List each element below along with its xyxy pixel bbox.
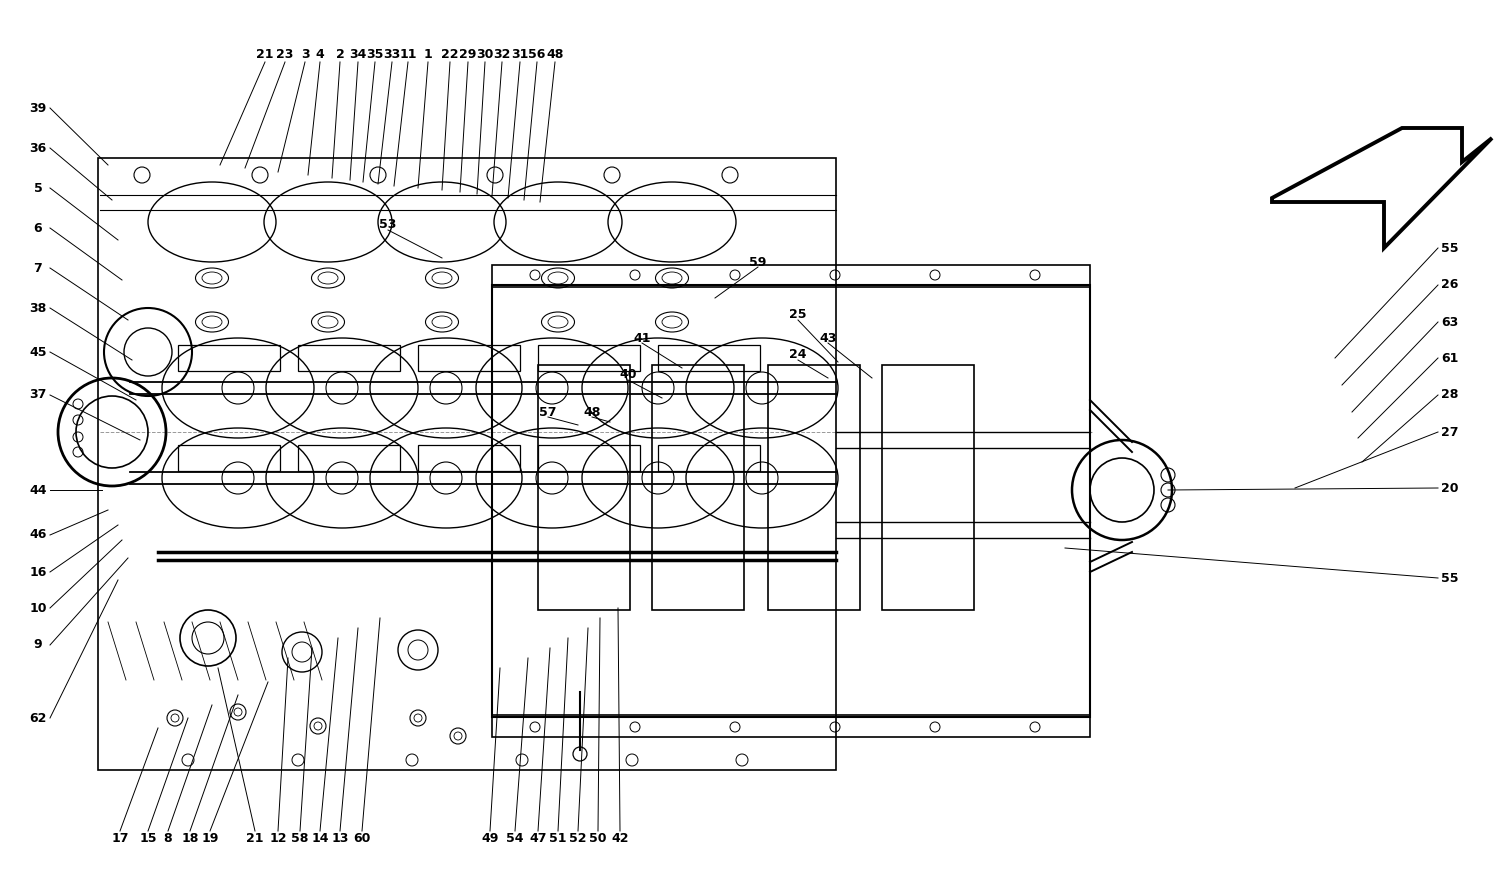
Text: 55: 55 (1442, 571, 1458, 584)
Bar (538, 345, 640, 371)
Bar (98, 158, 836, 770)
Bar (538, 445, 640, 471)
Text: 41: 41 (633, 331, 651, 345)
Bar (882, 365, 974, 610)
Text: 38: 38 (30, 301, 46, 315)
Text: 21: 21 (246, 831, 264, 845)
Text: 12: 12 (270, 831, 286, 845)
Bar (492, 285, 1090, 717)
Text: 58: 58 (291, 831, 309, 845)
Text: 22: 22 (441, 48, 459, 61)
Bar (298, 345, 400, 371)
Polygon shape (1272, 128, 1492, 248)
Bar (538, 365, 630, 610)
Text: 49: 49 (482, 831, 498, 845)
Text: 29: 29 (459, 48, 477, 61)
Text: 35: 35 (366, 48, 384, 61)
Text: 54: 54 (506, 831, 524, 845)
Text: 56: 56 (528, 48, 546, 61)
Text: 50: 50 (590, 831, 606, 845)
Text: 57: 57 (540, 405, 556, 419)
Text: 23: 23 (276, 48, 294, 61)
Text: 32: 32 (494, 48, 510, 61)
Bar (298, 445, 400, 471)
Text: 8: 8 (164, 831, 172, 845)
Bar (492, 715, 1090, 737)
Text: 37: 37 (30, 388, 46, 402)
Text: 3: 3 (300, 48, 309, 61)
Text: 15: 15 (140, 831, 156, 845)
Text: 28: 28 (1442, 388, 1458, 402)
Text: 11: 11 (399, 48, 417, 61)
Text: 9: 9 (33, 639, 42, 651)
Text: 21: 21 (256, 48, 273, 61)
Text: 2: 2 (336, 48, 345, 61)
Text: 19: 19 (201, 831, 219, 845)
Text: 20: 20 (1442, 481, 1458, 495)
Bar (419, 445, 520, 471)
Text: 36: 36 (30, 142, 46, 154)
Text: 33: 33 (384, 48, 400, 61)
Text: 16: 16 (30, 566, 46, 578)
Text: 47: 47 (530, 831, 546, 845)
Text: 5: 5 (33, 182, 42, 194)
Text: 44: 44 (30, 484, 46, 496)
Text: 52: 52 (570, 831, 586, 845)
Text: 34: 34 (350, 48, 366, 61)
Text: 48: 48 (546, 48, 564, 61)
Bar (768, 365, 859, 610)
Text: 26: 26 (1442, 279, 1458, 291)
Text: 55: 55 (1442, 241, 1458, 255)
Text: 4: 4 (315, 48, 324, 61)
Text: 31: 31 (512, 48, 528, 61)
Bar (658, 345, 760, 371)
Text: 46: 46 (30, 528, 46, 542)
Text: 51: 51 (549, 831, 567, 845)
Bar (658, 445, 760, 471)
Bar (178, 345, 280, 371)
Text: 30: 30 (477, 48, 494, 61)
Text: 42: 42 (612, 831, 628, 845)
Bar (492, 265, 1090, 287)
Text: 18: 18 (182, 831, 198, 845)
Text: 43: 43 (819, 331, 837, 345)
Text: 48: 48 (584, 405, 600, 419)
Bar (178, 445, 280, 471)
Text: 61: 61 (1442, 352, 1458, 364)
Text: 13: 13 (332, 831, 348, 845)
Text: 60: 60 (354, 831, 370, 845)
Text: 7: 7 (33, 261, 42, 274)
Text: 17: 17 (111, 831, 129, 845)
Text: 62: 62 (30, 712, 46, 724)
Text: 25: 25 (789, 308, 807, 322)
Text: 53: 53 (380, 218, 396, 232)
Text: 14: 14 (312, 831, 328, 845)
Text: 6: 6 (33, 222, 42, 234)
Text: 10: 10 (30, 601, 46, 615)
Bar (419, 345, 520, 371)
Text: 24: 24 (789, 348, 807, 362)
Text: 39: 39 (30, 102, 46, 115)
Text: 63: 63 (1442, 315, 1458, 329)
Text: 27: 27 (1442, 426, 1458, 438)
Text: 40: 40 (620, 369, 636, 381)
Text: 59: 59 (750, 256, 766, 268)
Text: 1: 1 (423, 48, 432, 61)
Text: 45: 45 (30, 346, 46, 358)
Bar (652, 365, 744, 610)
